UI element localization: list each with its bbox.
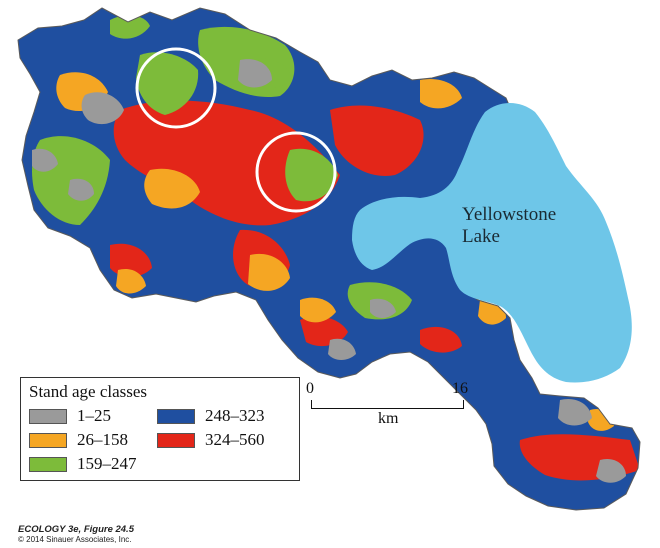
legend-label: 1–25 bbox=[77, 406, 111, 425]
legend-swatch-green bbox=[29, 457, 67, 472]
highlight-circle-northwest bbox=[135, 47, 217, 129]
legend-title: Stand age classes bbox=[29, 382, 148, 401]
figure-caption: ECOLOGY 3e, Figure 24.5 © 2014 Sinauer A… bbox=[18, 524, 134, 545]
legend-swatch-blue bbox=[157, 409, 195, 424]
scale-unit-label: km bbox=[378, 410, 399, 427]
lake-label-line2: Lake bbox=[462, 226, 500, 247]
caption-title: ECOLOGY 3e, Figure 24.5 bbox=[18, 524, 134, 535]
scale-start-label: 0 bbox=[306, 380, 314, 397]
yellowstone-lake bbox=[352, 103, 632, 383]
legend-label: 159–247 bbox=[77, 454, 137, 473]
scale-end-label: 16 bbox=[452, 380, 468, 397]
lake-label: Yellowstone Lake bbox=[462, 204, 556, 248]
scale-bar-line bbox=[311, 400, 464, 409]
lake-label-line1: Yellowstone bbox=[462, 204, 557, 225]
legend-label: 248–323 bbox=[205, 406, 265, 425]
legend-label: 324–560 bbox=[205, 430, 265, 449]
legend-swatch-gray bbox=[29, 409, 67, 424]
highlight-circle-central bbox=[255, 131, 337, 213]
legend-label: 26–158 bbox=[77, 430, 128, 449]
legend-swatch-orange bbox=[29, 433, 67, 448]
caption-copyright: © 2014 Sinauer Associates, Inc. bbox=[18, 535, 132, 544]
legend-swatch-red bbox=[157, 433, 195, 448]
legend: Stand age classes 1–25 26–158 159–247 24… bbox=[20, 377, 300, 481]
scale-bar: 0 16 km bbox=[300, 380, 475, 430]
